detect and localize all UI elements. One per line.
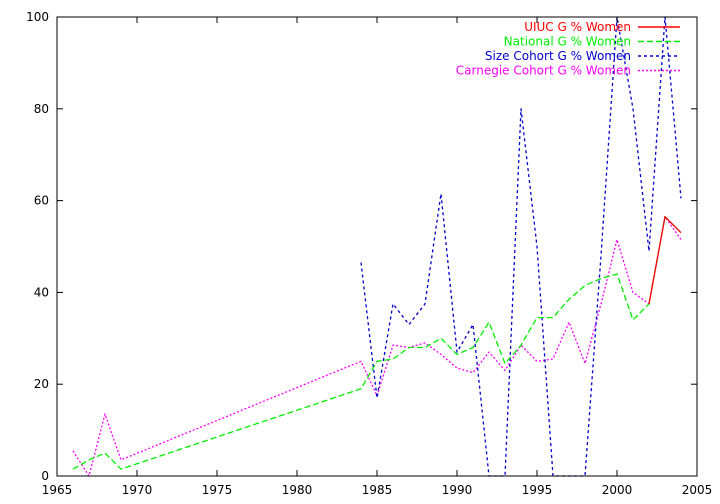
x-tick-label: 2005 [682, 483, 713, 497]
y-tick-label: 0 [41, 469, 49, 483]
axis-ticks: 1965 1970 1975 1980 1985 1990 1995 2000 2005 0 20 4… [26, 10, 712, 497]
x-tick-label: 1970 [122, 483, 153, 497]
y-tick-label: 40 [34, 285, 49, 299]
x-tick-label: 1985 [362, 483, 393, 497]
legend-entry-label: Carnegie Cohort G % Women [456, 64, 631, 78]
series-line-2 [360, 16, 682, 477]
y-tick-label: 80 [34, 102, 49, 116]
y-tick-label: 20 [34, 377, 49, 391]
x-tick-label: 2000 [602, 483, 633, 497]
legend-entry-label: Size Cohort G % Women [485, 49, 631, 63]
y-tick-label: 60 [34, 194, 49, 208]
series-line-0 [648, 216, 682, 305]
x-tick-label: 1965 [42, 483, 73, 497]
legend-entry-label: National G % Women [504, 35, 631, 49]
legend-entry-label: UIUC G % Women [524, 20, 631, 34]
series-line-1 [72, 216, 682, 470]
x-tick-label: 1990 [442, 483, 473, 497]
x-tick-label: 1995 [522, 483, 553, 497]
y-tick-label: 100 [26, 10, 49, 24]
x-tick-label: 1975 [202, 483, 233, 497]
series-lines [72, 16, 682, 477]
x-tick-label: 1980 [282, 483, 313, 497]
series-line-3 [72, 216, 682, 477]
